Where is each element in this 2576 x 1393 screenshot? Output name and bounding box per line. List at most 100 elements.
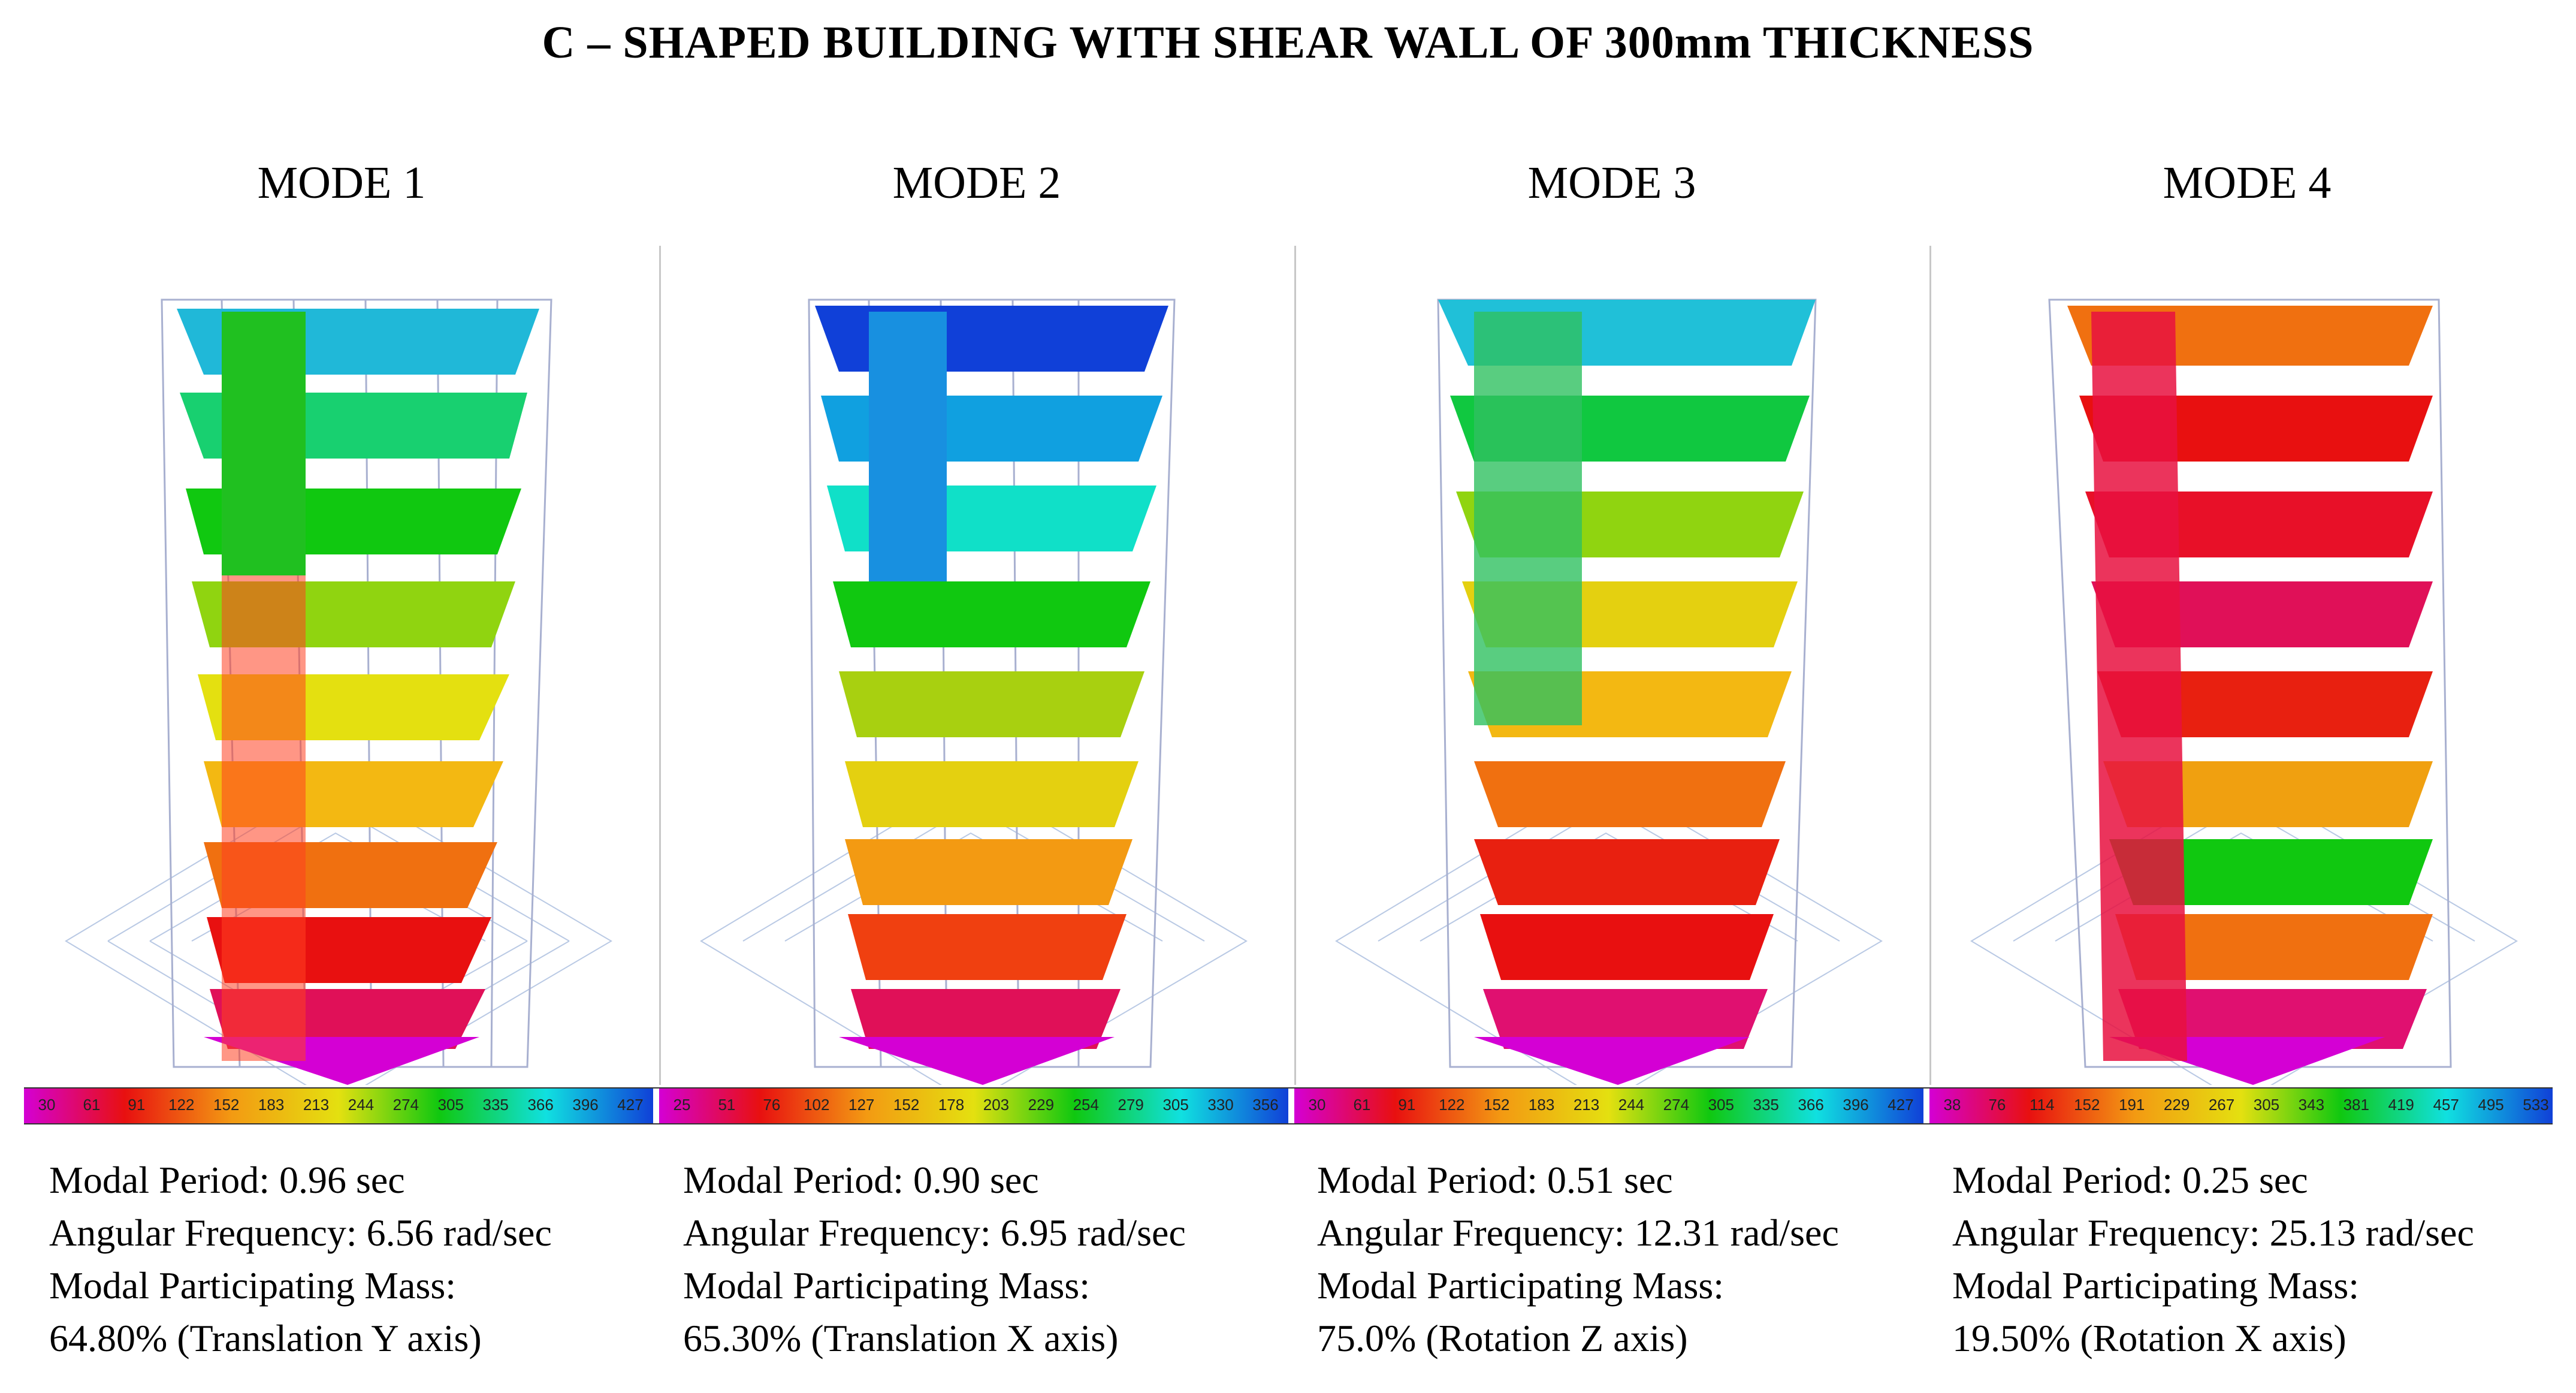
scale-tick-label: 127 (848, 1096, 875, 1114)
scale-tick-label: 183 (258, 1096, 285, 1114)
scale-tick-label: 427 (1888, 1096, 1914, 1114)
scale-tick-label: 335 (482, 1096, 509, 1114)
scale-tick-label: 427 (617, 1096, 644, 1114)
scale-tick-label: 213 (303, 1096, 330, 1114)
building-model-view (65, 298, 612, 1085)
scale-tick-label: 343 (2298, 1096, 2325, 1114)
scale-tick-label: 91 (1398, 1096, 1416, 1114)
modal-info-1: Modal Period: 0.96 sec Angular Frequency… (49, 1154, 660, 1365)
c-core-upper (222, 312, 306, 575)
scale-gradient (24, 1089, 2553, 1123)
scale-tick-label: 152 (893, 1096, 920, 1114)
building-model-view (1970, 298, 2518, 1085)
angular-frequency: Angular Frequency: 6.56 rad/sec (49, 1211, 552, 1254)
mass-value: 75.0% (Rotation Z axis) (1317, 1317, 1688, 1359)
scale-tick-label: 274 (1663, 1096, 1690, 1114)
contour-color-scale: 30 61 91 122 152 183 213 244 274 305 335 366 396 427 2… (24, 1087, 2553, 1124)
building-wireframe (2048, 298, 2452, 1068)
panel-divider (659, 246, 661, 1085)
mode-panel-3: MODE 3 (1294, 0, 1929, 1393)
mode-panel-2: MODE 2 (659, 0, 1294, 1393)
scale-tick-label: 25 (673, 1096, 691, 1114)
scale-tick-label: 533 (2523, 1096, 2549, 1114)
mass-value: 64.80% (Translation Y axis) (49, 1317, 482, 1359)
mode-panel-1: MODE 1 (24, 0, 659, 1393)
scale-tick-label: 396 (572, 1096, 599, 1114)
scale-tick-label: 76 (763, 1096, 781, 1114)
scale-tick-label: 91 (128, 1096, 146, 1114)
modal-info-3: Modal Period: 0.51 sec Angular Frequency… (1317, 1154, 1928, 1365)
scale-tick-label: 178 (938, 1096, 965, 1114)
scale-tick-label: 279 (1118, 1096, 1144, 1114)
scale-tick-label: 213 (1573, 1096, 1600, 1114)
scale-tick-label: 183 (1528, 1096, 1555, 1114)
shear-wall-core (1474, 312, 1582, 725)
scale-tick-label: 366 (527, 1096, 554, 1114)
scale-tick-label: 267 (2208, 1096, 2235, 1114)
scale-tick-label: 152 (1483, 1096, 1510, 1114)
mass-label: Modal Participating Mass: (1317, 1264, 1725, 1307)
angular-frequency: Angular Frequency: 6.95 rad/sec (683, 1211, 1186, 1254)
modal-period: Modal Period: 0.25 sec (1952, 1159, 2308, 1201)
mode-label: MODE 2 (892, 158, 1061, 208)
mass-label: Modal Participating Mass: (1952, 1264, 2360, 1307)
scale-tick-label: 305 (437, 1096, 464, 1114)
scale-tick-label: 396 (1843, 1096, 1869, 1114)
scale-tick-label: 30 (1308, 1096, 1326, 1114)
scale-tick-label: 356 (1252, 1096, 1279, 1114)
shear-wall-core (2091, 312, 2187, 1061)
scale-tick-label: 152 (2074, 1096, 2100, 1114)
floor-slabs (815, 306, 1168, 1085)
scale-tick-label: 203 (983, 1096, 1010, 1114)
building-model-view (700, 298, 1248, 1085)
scale-tick-label: 305 (1162, 1096, 1189, 1114)
mode-label: MODE 4 (2163, 158, 2332, 208)
modal-period: Modal Period: 0.96 sec (49, 1159, 405, 1201)
scale-tick-label: 152 (213, 1096, 240, 1114)
panel-divider (1929, 246, 1931, 1085)
scale-tick-label: 114 (2030, 1096, 2055, 1114)
scale-tick-label: 191 (2118, 1096, 2145, 1114)
scale-tick-label: 381 (2343, 1096, 2369, 1114)
scale-tick-label: 366 (1798, 1096, 1824, 1114)
scale-tick-label: 122 (168, 1096, 195, 1114)
modal-period: Modal Period: 0.90 sec (683, 1159, 1039, 1201)
scale-tick-label: 254 (1073, 1096, 1099, 1114)
scale-tick-label: 38 (1943, 1096, 1961, 1114)
shear-wall-core (869, 312, 947, 581)
mode-label: MODE 1 (257, 158, 426, 208)
mode-label: MODE 3 (1527, 158, 1696, 208)
scale-tick-label: 51 (718, 1096, 736, 1114)
scale-tick-label: 229 (2163, 1096, 2190, 1114)
scale-tick-label: 335 (1753, 1096, 1779, 1114)
scale-tick-label: 495 (2478, 1096, 2504, 1114)
scale-tick-label: 457 (2433, 1096, 2459, 1114)
scale-tick-label: 229 (1028, 1096, 1055, 1114)
building-model-view (1335, 298, 1883, 1085)
scale-tick-label: 419 (2388, 1096, 2414, 1114)
scale-tick-label: 61 (1353, 1096, 1371, 1114)
scale-tick-label: 244 (1618, 1096, 1645, 1114)
scale-tick-label: 244 (348, 1096, 375, 1114)
modal-info-2: Modal Period: 0.90 sec Angular Frequency… (683, 1154, 1294, 1365)
modal-period: Modal Period: 0.51 sec (1317, 1159, 1673, 1201)
scale-tick-label: 102 (804, 1096, 830, 1114)
scale-tick-label: 61 (83, 1096, 101, 1114)
angular-frequency: Angular Frequency: 25.13 rad/sec (1952, 1211, 2474, 1254)
scale-tick-label: 274 (392, 1096, 419, 1114)
mass-value: 65.30% (Translation X axis) (683, 1317, 1119, 1359)
mass-label: Modal Participating Mass: (49, 1264, 457, 1307)
panel-divider (1294, 246, 1296, 1085)
mass-label: Modal Participating Mass: (683, 1264, 1091, 1307)
scale-tick-label: 305 (2253, 1096, 2280, 1114)
mass-value: 19.50% (Rotation X axis) (1952, 1317, 2347, 1359)
scale-tick-label: 122 (1439, 1096, 1465, 1114)
figure-title: C – SHAPED BUILDING WITH SHEAR WALL OF 3… (542, 17, 2034, 68)
angular-frequency: Angular Frequency: 12.31 rad/sec (1317, 1211, 1839, 1254)
scale-tick-label: 305 (1708, 1096, 1734, 1114)
mode-panel-4: MODE 4 (1929, 0, 2565, 1393)
scale-tick-label: 30 (38, 1096, 56, 1114)
scale-tick-label: 76 (1988, 1096, 2006, 1114)
modal-info-4: Modal Period: 0.25 sec Angular Frequency… (1952, 1154, 2563, 1365)
scale-tick-label: 330 (1207, 1096, 1234, 1114)
